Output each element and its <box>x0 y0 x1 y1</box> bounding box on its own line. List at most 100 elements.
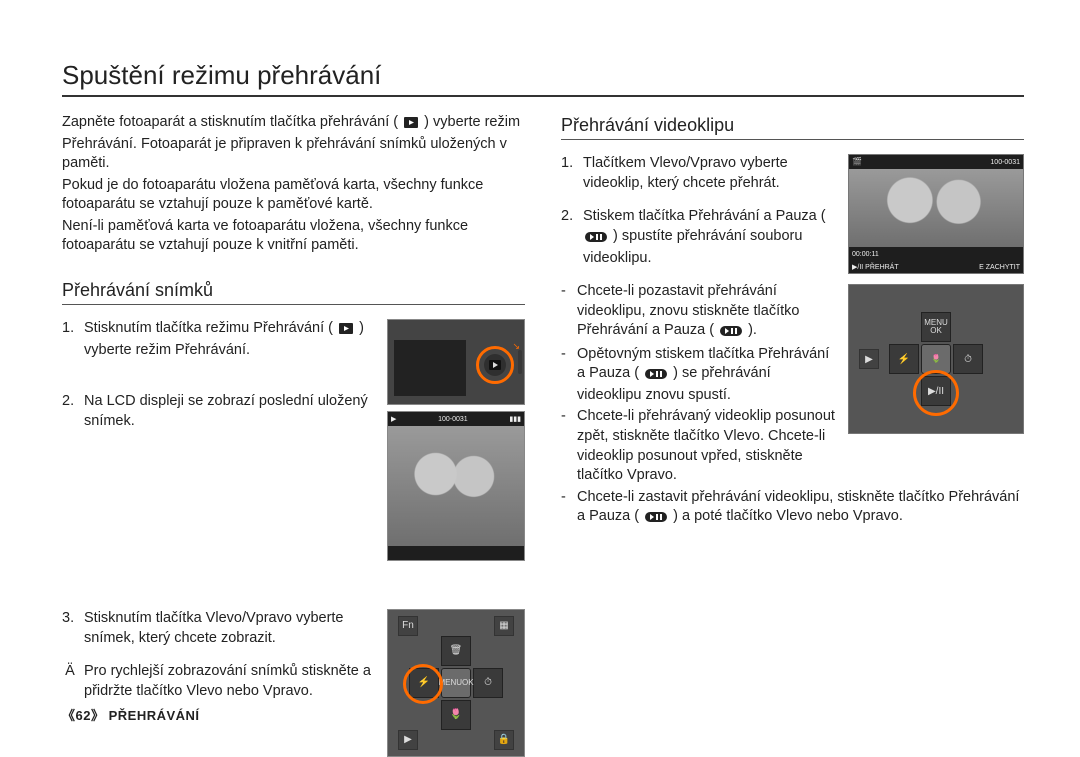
page-title: Spuštění režimu přehrávání <box>62 60 1024 97</box>
lcd-counter: 100-0031 <box>438 415 468 424</box>
note-symbol: Ä <box>62 662 78 701</box>
control-pad-image-right: ▶ MENU OK ▶/II ⚡ ⏱ 🌷 <box>848 284 1024 434</box>
right-dash-3: - Chcete-li přehrávaný videoklip posunou… <box>561 407 838 485</box>
step-number: 3. <box>62 609 78 648</box>
right-dash-2: - Opětovným stiskem tlačítka Přehrávání … <box>561 345 838 406</box>
lcd-preview-image: ▶ 100-0031 ▮▮▮ <box>387 411 525 561</box>
dpad-left-icon: ⚡ <box>889 344 919 374</box>
play-mode-icon <box>339 321 353 341</box>
play-button-icon: ▶ <box>859 349 879 369</box>
left-step-2: 2. Na LCD displeji se zobrazí poslední u… <box>62 392 377 431</box>
step-text-b: ) spustíte přehrávání souboru videoklipu… <box>583 228 802 266</box>
step-number: 1. <box>561 154 577 193</box>
dash-text: Chcete-li pozastavit přehrávání videokli… <box>577 282 838 343</box>
step-number: 2. <box>62 392 78 431</box>
dash-text: Chcete-li zastavit přehrávání videoklipu… <box>577 488 1024 529</box>
lock-button-icon: 🔒 <box>494 730 514 750</box>
play-pause-icon <box>720 323 742 343</box>
play-pause-icon <box>645 366 667 386</box>
play-pause-icon <box>585 229 607 249</box>
camera-grip <box>518 350 522 374</box>
left-step-1: 1. Stisknutím tlačítka režimu Přehrávání… <box>62 319 377 360</box>
play-pause-key-icon: ▶/II <box>852 264 863 271</box>
lcd-folder: 100-0031 <box>990 158 1020 167</box>
right-column: Přehrávání videoklipu 🎬 100-0031 00:00:1… <box>561 113 1024 757</box>
dash-icon: - <box>561 407 571 485</box>
dpad-down-pill-icon: ▶/II <box>921 376 951 406</box>
grid-button-icon: ▦ <box>494 616 514 636</box>
camera-back-image: ↘ <box>387 319 525 405</box>
lcd-photo-placeholder <box>388 426 524 546</box>
fn-button-icon: Fn <box>398 616 418 636</box>
step-text: Tlačítkem Vlevo/Vpravo vyberte videoklip… <box>583 154 838 193</box>
dpad-center-flower-icon: 🌷 <box>921 344 951 374</box>
step-text: Na LCD displeji se zobrazí poslední ulož… <box>84 392 377 431</box>
right-dash-1: - Chcete-li pozastavit přehrávání videok… <box>561 282 838 343</box>
highlight-circle <box>476 346 514 384</box>
dpad-up-icon: MENU OK <box>921 312 951 342</box>
lcd-bottom-bar: 00:00:11 <box>849 247 1023 261</box>
d-pad: 🗑 🌷 ⚡ ⏱ MENU OK <box>409 636 503 730</box>
two-column-layout: Zapněte fotoaparát a stisknutím tlačítka… <box>62 113 1024 757</box>
section-name: PŘEHRÁVÁNÍ <box>109 708 200 723</box>
play-hint: PŘEHRÁT <box>865 264 898 271</box>
dpad-left-icon: ⚡ <box>409 668 439 698</box>
right-step-1: 1. Tlačítkem Vlevo/Vpravo vyberte videok… <box>561 154 838 193</box>
play-mode-icon: ▶ <box>391 415 396 424</box>
intro-1a: Zapněte fotoaparát a stisknutím tlačítka… <box>62 114 398 130</box>
d-pad: MENU OK ▶/II ⚡ ⏱ 🌷 <box>889 312 983 406</box>
control-pad-image: Fn ▦ ▶ 🔒 🗑 🌷 ⚡ ⏱ MENU OK <box>387 609 525 757</box>
step-text: Stisknutím tlačítka Vlevo/Vpravo vyberte… <box>84 609 377 648</box>
right-subheading: Přehrávání videoklipu <box>561 113 1024 140</box>
movie-icon: 🎬 <box>852 157 862 168</box>
dash-icon: - <box>561 345 571 406</box>
dash-icon: - <box>561 488 571 529</box>
intro-block: Zapněte fotoaparát a stisknutím tlačítka… <box>62 113 525 256</box>
step-number: 1. <box>62 319 78 360</box>
video-lcd-image: 🎬 100-0031 00:00:11 ▶/II PŘEHRÁT E ZACHY… <box>848 154 1024 274</box>
dash-text-b: ) a poté tlačítko Vlevo nebo Vpravo. <box>673 508 903 524</box>
step-text-a: Stiskem tlačítka Přehrávání a Pauza ( <box>583 208 826 224</box>
play-pause-icon <box>645 509 667 529</box>
dash-text-a: Chcete-li pozastavit přehrávání videokli… <box>577 283 799 338</box>
lcd-top-bar: 🎬 100-0031 <box>849 155 1023 169</box>
lcd-time: 00:00:11 <box>852 250 879 259</box>
lcd-bottom-bar <box>388 546 524 560</box>
right-dash-4: - Chcete-li zastavit přehrávání videokli… <box>561 488 1024 529</box>
lcd-video-placeholder <box>849 169 1023 247</box>
note-text: Pro rychlejší zobrazování snímků stiskně… <box>84 662 377 701</box>
left-column: Zapněte fotoaparát a stisknutím tlačítka… <box>62 113 525 757</box>
dpad-right-icon: ⏱ <box>953 344 983 374</box>
lcd-top-bar: ▶ 100-0031 ▮▮▮ <box>388 412 524 426</box>
dpad-up-icon: 🗑 <box>441 636 471 666</box>
battery-icon: ▮▮▮ <box>509 415 521 424</box>
camera-lcd-rect <box>394 340 466 396</box>
dash-text: Opětovným stiskem tlačítka Přehrávání a … <box>577 345 838 406</box>
menu-label: MENU <box>438 679 462 687</box>
intro-line-3: Není-li paměťová karta ve fotoaparátu vl… <box>62 217 525 256</box>
left-subheading: Přehrávání snímků <box>62 278 525 305</box>
step-text: Stisknutím tlačítka režimu Přehrávání ( … <box>84 319 377 360</box>
dpad-center-icon: MENU OK <box>441 668 471 698</box>
e-key-icon: E <box>979 264 984 271</box>
dpad-down-icon: 🌷 <box>441 700 471 730</box>
lcd-hint-bar: ▶/II PŘEHRÁT E ZACHYTIT <box>849 261 1023 273</box>
step-text-a: Stisknutím tlačítka režimu Přehrávání ( <box>84 320 333 336</box>
ok-label: OK <box>930 326 942 335</box>
dash-icon: - <box>561 282 571 343</box>
right-step-2: 2. Stiskem tlačítka Přehrávání a Pauza (… <box>561 207 838 268</box>
dash-text: Chcete-li přehrávaný videoklip posunout … <box>577 407 838 485</box>
play-button-icon: ▶ <box>398 730 418 750</box>
intro-line-2: Pokud je do fotoaparátu vložena paměťová… <box>62 176 525 215</box>
dash-text-b: ). <box>748 322 757 338</box>
left-step-3: 3. Stisknutím tlačítka Vlevo/Vpravo vybe… <box>62 609 377 648</box>
step-number: 2. <box>561 207 577 268</box>
page-footer: 《62》 PŘEHRÁVÁNÍ <box>62 705 200 724</box>
intro-line-1: Zapněte fotoaparát a stisknutím tlačítka… <box>62 113 525 174</box>
ok-label: OK <box>462 679 474 687</box>
capture-hint: ZACHYTIT <box>986 264 1020 271</box>
left-note: Ä Pro rychlejší zobrazování snímků stisk… <box>62 662 377 701</box>
page-number: 《62》 <box>62 708 104 723</box>
step-text: Stiskem tlačítka Přehrávání a Pauza ( ) … <box>583 207 838 268</box>
dpad-right-icon: ⏱ <box>473 668 503 698</box>
